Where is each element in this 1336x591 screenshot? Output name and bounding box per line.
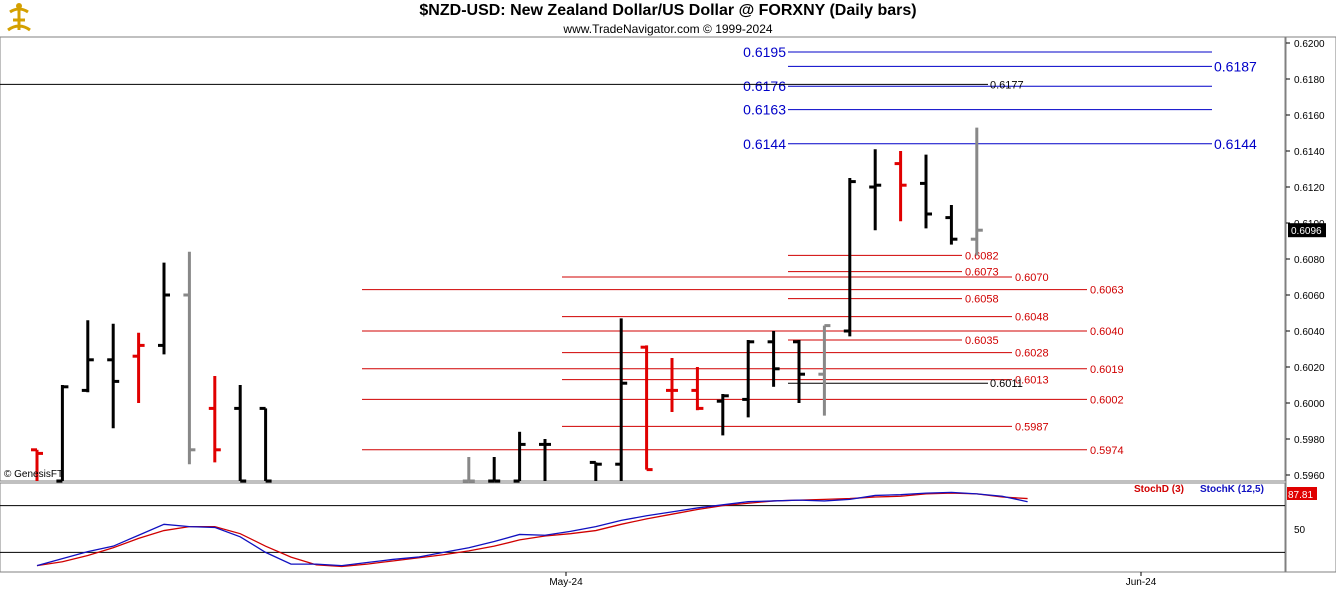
support-label: 0.6048 [1015,312,1049,324]
support-label: 0.6073 [965,267,999,279]
y-tick-label: 0.5960 [1294,471,1325,482]
y-tick-label: 0.6040 [1294,327,1325,338]
ohlc-bar [843,178,856,337]
stochastic-panel: 1005087.81 [0,486,1317,568]
ohlc-bar [716,394,729,436]
ohlc-bar [742,340,755,418]
stoch-last-label: 87.81 [1288,490,1313,501]
y-tick-label: 0.6160 [1294,111,1325,122]
support-label: 0.6019 [1090,364,1124,376]
ohlc-bar [640,345,653,472]
ohlc-bar [691,367,704,411]
reference-label: 0.6011 [990,378,1023,390]
ohlc-bar [234,385,247,483]
last-price-marker [1288,223,1326,238]
support-resistance-levels: 0.6195 0.6187 0.6176 0.6163 0.6144 0.6144 0.60… [0,44,1257,457]
y-tick-label: 0.6080 [1294,255,1325,266]
resistance-label: 0.6144 [743,136,786,152]
y-tick-label: 0.6140 [1294,147,1325,158]
stoch-tick-label: 50 [1294,525,1306,536]
price-axis: 0.62000.61800.61600.61400.61200.61000.60… [1286,39,1326,482]
ohlc-bar [894,151,907,222]
ohlc-bar [158,262,170,355]
ohlc-bar [56,385,69,483]
ohlc-bar [31,448,43,481]
chart-subtitle: www.TradeNavigator.com © 1999-2024 [563,22,773,36]
resistance-label: 0.6187 [1214,58,1257,74]
y-tick-label: 0.6020 [1294,363,1325,374]
support-label: 0.6082 [965,250,999,262]
y-tick-label: 0.6120 [1294,183,1325,194]
price-bars [31,127,983,483]
ohlc-bar [945,205,958,245]
ohlc-bar [615,318,628,481]
ohlc-bar [513,431,526,483]
ohlc-bar [793,340,805,403]
stoch-last-marker [1287,487,1317,500]
price-plot-area [0,36,1286,482]
chart-title: $NZD-USD: New Zealand Dollar/US Dollar @… [419,2,917,19]
date-axis: May-24 Jun-24 [549,572,1157,588]
ohlc-bar [81,320,94,393]
ohlc-bar [920,154,932,229]
support-label: 0.6058 [965,294,999,306]
stoch-plot-area [0,482,1286,573]
resistance-label: 0.6176 [743,78,786,94]
ohlc-bar [259,406,272,483]
stochk-legend: StochK (12,5) [1200,484,1264,495]
ohlc-bar [970,127,983,256]
stochd-legend: StochD (3) [1134,484,1184,495]
support-label: 0.6028 [1015,348,1049,360]
resistance-label: 0.6144 [1214,136,1257,152]
support-label: 0.6002 [1090,394,1124,406]
ohlc-bar [589,460,602,481]
stochk-line [36,491,1028,567]
last-price-label: 0.6096 [1291,226,1322,237]
support-label: 0.6070 [1015,272,1049,284]
y-tick-label: 0.5980 [1294,435,1325,446]
support-label: 0.5987 [1015,421,1049,433]
ohlc-bar [208,376,221,463]
ohlc-bar [767,331,780,387]
resistance-label: 0.6163 [743,102,786,118]
ohlc-bar [539,439,551,481]
support-label: 0.6013 [1015,375,1049,387]
y-tick-label: 0.6060 [1294,291,1325,302]
ohlc-bar [818,324,831,416]
x-tick-label: Jun-24 [1126,577,1157,588]
y-tick-label: 0.6000 [1294,399,1325,410]
ohlc-bar [132,332,145,403]
resistance-label: 0.6195 [743,44,786,60]
ohlc-bar [462,457,475,483]
y-tick-label: 0.6180 [1294,75,1325,86]
support-label: 0.6040 [1090,326,1124,338]
watermark: © GenesisFT [4,469,64,480]
support-label: 0.6035 [965,335,999,347]
ohlc-bar [488,457,501,483]
axis-area [1285,36,1336,573]
ohlc-bar [107,323,120,429]
reference-label: 0.6177 [990,79,1024,91]
support-label: 0.6063 [1090,285,1124,297]
ohlc-bar [183,251,196,465]
trade-navigator-logo [7,3,31,32]
ohlc-bar [666,358,678,412]
y-tick-label: 0.6200 [1294,39,1325,50]
ohlc-bar [869,149,882,231]
x-tick-label: May-24 [549,577,583,588]
support-label: 0.5974 [1090,445,1124,457]
